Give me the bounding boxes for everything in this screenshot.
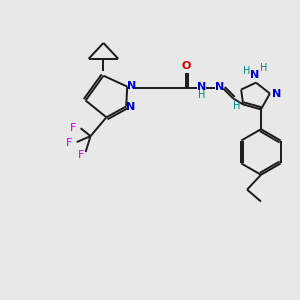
Text: H: H xyxy=(260,63,268,73)
Text: H: H xyxy=(243,66,251,76)
Text: N: N xyxy=(197,82,206,92)
Text: F: F xyxy=(77,150,84,160)
Text: N: N xyxy=(272,88,281,98)
Text: F: F xyxy=(70,123,76,133)
Text: O: O xyxy=(182,61,191,71)
Text: N: N xyxy=(215,82,224,92)
Text: H: H xyxy=(233,101,241,111)
Text: F: F xyxy=(66,138,72,148)
Text: H: H xyxy=(198,89,205,100)
Text: N: N xyxy=(250,70,260,80)
Text: N: N xyxy=(127,81,136,91)
Text: N: N xyxy=(126,102,135,112)
